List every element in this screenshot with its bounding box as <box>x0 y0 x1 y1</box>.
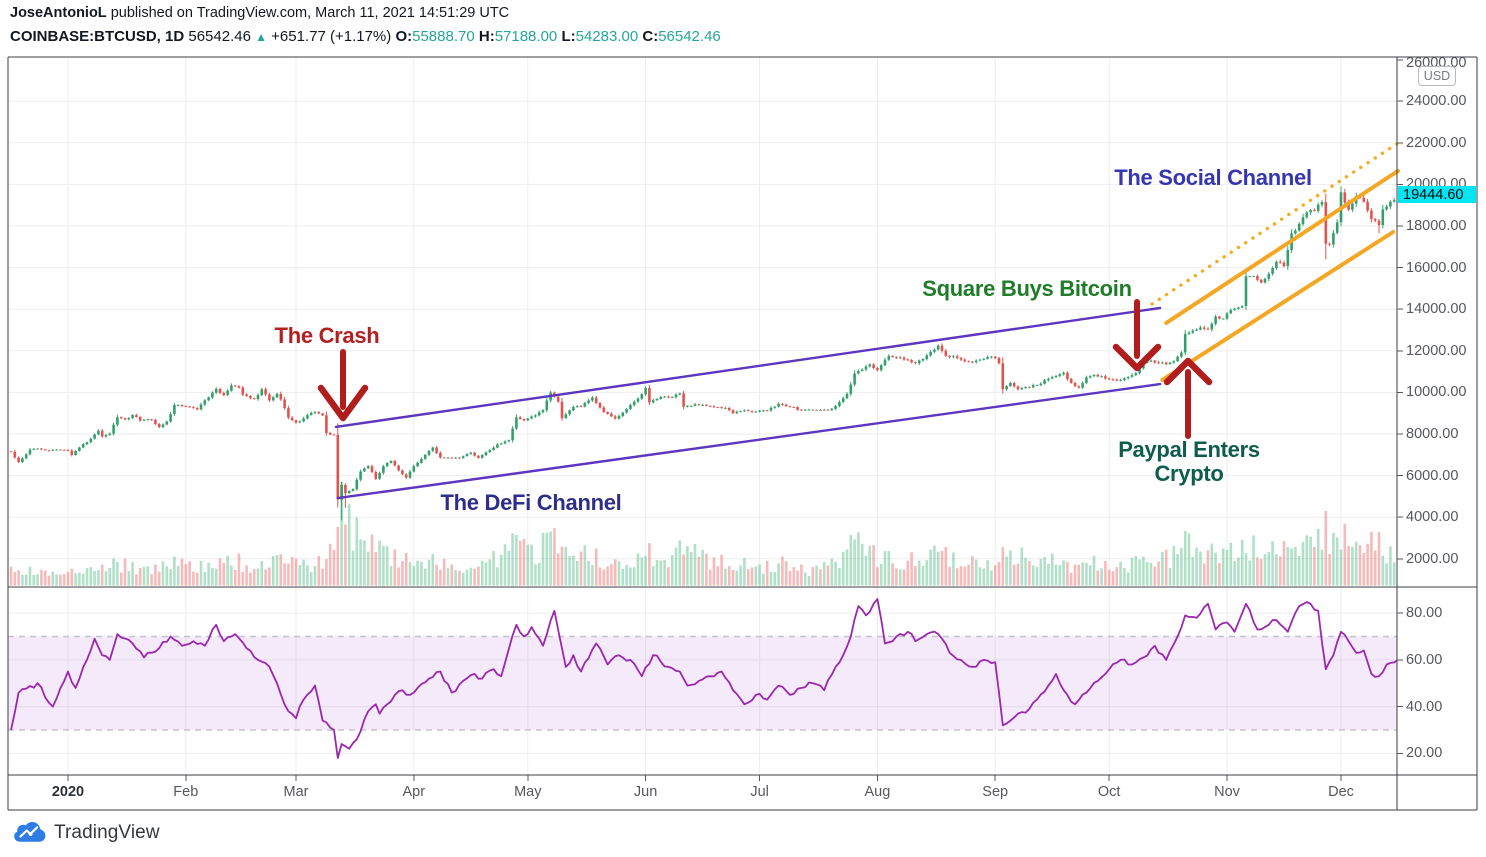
paypal-arrow-icon <box>1163 357 1213 439</box>
symbol-legend: COINBASE:BTCUSD, 1D 56542.46 ▲ +651.77 (… <box>10 28 721 45</box>
time-tick-label: Jul <box>750 784 769 800</box>
time-tick-label: Nov <box>1214 784 1240 800</box>
tradingview-logo-icon <box>14 822 46 842</box>
close-label: C: <box>642 28 659 45</box>
high-label: H: <box>478 28 495 45</box>
price-tick-label: 6000.00 <box>1406 467 1459 484</box>
open-label: O: <box>395 28 413 45</box>
open-value: 55888.70 <box>412 28 475 45</box>
time-tick-label: Oct <box>1097 784 1121 800</box>
candlestick-layer <box>9 186 1397 521</box>
rsi-tick-label: 60.00 <box>1406 651 1443 668</box>
time-tick-label: Feb <box>173 784 199 800</box>
price-tick-label: 22000.00 <box>1406 134 1467 151</box>
time-tick-label: Apr <box>402 784 426 800</box>
time-tick-label: Aug <box>864 784 891 800</box>
close-value: 56542.46 <box>658 28 721 45</box>
author-name: JoseAntonioL <box>10 5 107 21</box>
annotation-the-crash: The Crash <box>274 323 380 348</box>
square-arrow-icon <box>1112 299 1162 372</box>
rsi-tick-label: 80.00 <box>1406 605 1443 622</box>
channel-lines-layer[interactable] <box>334 141 1400 500</box>
social-channel-lower <box>1160 230 1396 382</box>
high-value: 57188.00 <box>494 28 558 45</box>
price-tick-label: 12000.00 <box>1406 342 1467 359</box>
grid-layer <box>8 57 1397 775</box>
last-price-value: 56542.46 <box>188 28 251 45</box>
annotation-social-channel: The Social Channel <box>1114 165 1312 190</box>
price-tick-label: 2000.00 <box>1406 550 1459 567</box>
social-channel-upper <box>1164 168 1400 325</box>
social-channel-dotted <box>1150 141 1400 306</box>
frame-layer <box>7 56 1478 811</box>
time-tick-label: Sep <box>982 784 1009 800</box>
price-tick-label: 18000.00 <box>1406 218 1467 234</box>
rsi-band <box>8 635 1397 731</box>
defi-channel-upper <box>334 306 1162 429</box>
up-triangle-icon: ▲ <box>255 30 267 44</box>
annotation-paypal-enters-crypto: Paypal Enters Crypto <box>1118 438 1260 486</box>
low-label: L: <box>561 28 576 45</box>
publish-info: JoseAntonioL published on TradingView.co… <box>10 5 509 21</box>
time-tick-label: Dec <box>1328 784 1354 800</box>
price-tick-label: 24000.00 <box>1406 93 1467 110</box>
last-price-label: 19444.60 <box>1398 186 1476 203</box>
change-value: +651.77 (+1.17%) <box>271 28 392 45</box>
price-tick-label: 14000.00 <box>1406 301 1467 318</box>
annotation-square-buys-bitcoin: Square Buys Bitcoin <box>922 276 1132 301</box>
time-tick-label: Jun <box>633 784 658 800</box>
tradingview-footer[interactable]: TradingView <box>14 820 160 846</box>
time-tick-label: Mar <box>283 784 309 800</box>
annotation-defi-channel: The DeFi Channel <box>440 490 622 515</box>
rsi-tick-label: 40.00 <box>1406 698 1443 715</box>
annotation-paypal-line2: Crypto <box>1154 461 1224 486</box>
annotation-paypal-line1: Paypal Enters <box>1118 437 1260 462</box>
rsi-line <box>10 598 1397 759</box>
rsi-tick-label: 20.00 <box>1406 745 1443 762</box>
time-tick-label: May <box>514 784 542 800</box>
price-tick-label: 4000.00 <box>1406 509 1459 526</box>
price-tick-label: 8000.00 <box>1406 426 1459 442</box>
defi-channel-lower <box>336 382 1162 500</box>
tradingview-logo-text: TradingView <box>54 822 160 843</box>
time-tick-label-year: 2020 <box>51 784 85 800</box>
publish-text: published on TradingView.com, March 11, … <box>106 5 510 21</box>
currency-badge: USD <box>1418 66 1456 86</box>
crash-arrow-icon <box>317 349 369 422</box>
price-tick-label: 16000.00 <box>1406 259 1467 276</box>
price-tick-label: 10000.00 <box>1406 384 1467 401</box>
low-value: 54283.00 <box>575 28 639 45</box>
symbol-name[interactable]: COINBASE:BTCUSD, 1D <box>10 28 185 45</box>
volume-layer <box>9 481 1397 586</box>
